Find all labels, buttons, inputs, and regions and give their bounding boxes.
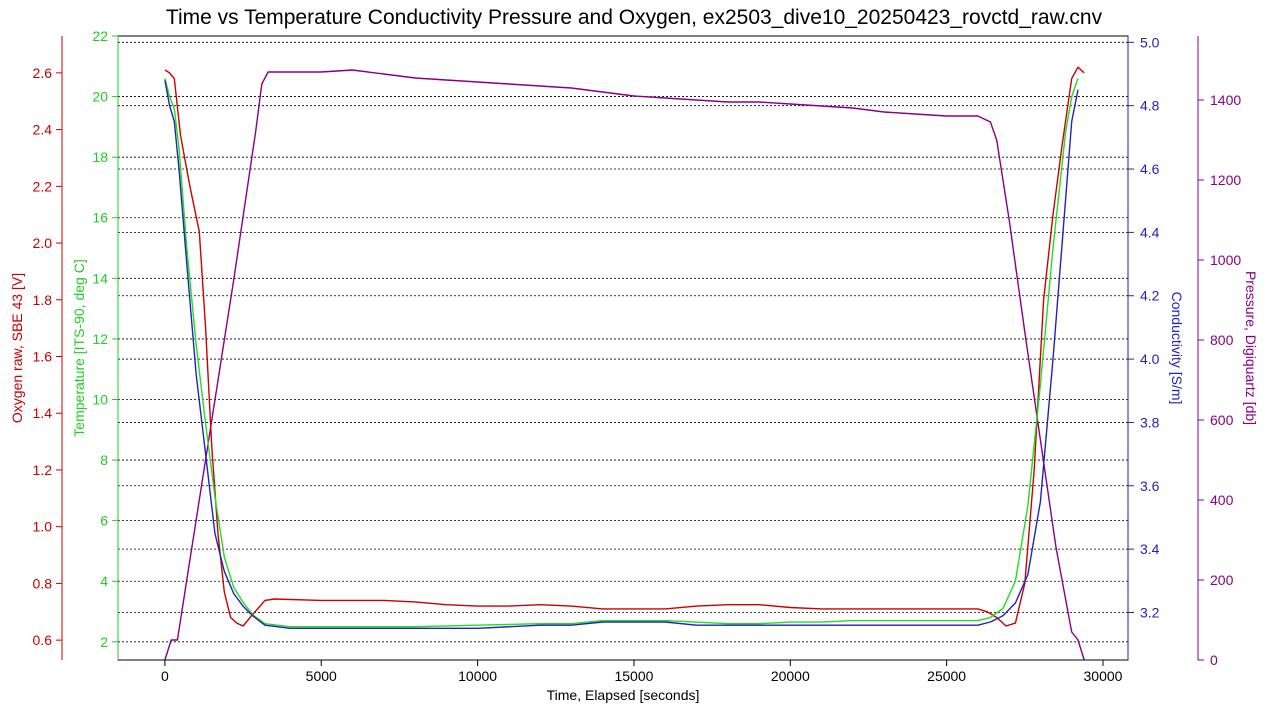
oxygen-tick-label-9: 2.4 [33, 122, 53, 138]
x-tick-label-2: 10000 [458, 668, 497, 684]
plot-frame [117, 35, 1129, 661]
conductivity-tick-label-5: 4.2 [1140, 288, 1160, 304]
pressure-tick-label-0: 0 [1210, 652, 1218, 668]
series-temperature-line [164, 78, 1079, 628]
x-axis: 0 5000 10000 15000 20000 25000 30000 [161, 660, 1123, 684]
x-tick-label-1: 5000 [306, 668, 337, 684]
oxygen-axis: 0.6 0.8 1.0 1.2 1.4 1.6 1.8 2.0 2.2 2.4 2.6 [33, 36, 63, 660]
x-axis-label: Time, Elapsed [seconds] [547, 687, 700, 703]
temperature-tick-label-8: 18 [92, 149, 108, 165]
oxygen-tick-label-7: 2.0 [33, 235, 53, 251]
conductivity-tick-label-2: 3.6 [1140, 478, 1160, 494]
oxygen-tick-label-1: 0.8 [33, 575, 53, 591]
x-tick-label-5: 25000 [927, 668, 966, 684]
chart-title: Time vs Temperature Conductivity Pressur… [166, 6, 1103, 29]
series-pressure-line [164, 69, 1085, 661]
conductivity-tick-label-4: 4.0 [1140, 351, 1160, 367]
pressure-tick-label-4: 800 [1210, 332, 1234, 348]
oxygen-tick-label-0: 0.6 [33, 632, 53, 648]
pressure-tick-label-2: 400 [1210, 492, 1234, 508]
temperature-tick-label-1: 4 [100, 573, 108, 589]
oxygen-tick-label-2: 1.0 [33, 519, 53, 535]
pressure-tick-label-5: 1000 [1210, 252, 1241, 268]
conductivity-axis: 3.2 3.4 3.6 3.8 4.0 4.2 4.4 4.6 4.8 5.0 [1127, 34, 1160, 660]
pressure-tick-label-7: 1400 [1210, 92, 1241, 108]
conductivity-tick-label-3: 3.8 [1140, 414, 1160, 430]
series-oxygen-line [164, 66, 1085, 627]
temperature-tick-label-7: 16 [92, 210, 108, 226]
conductivity-tick-label-0: 3.2 [1140, 604, 1160, 620]
pressure-axis: 0 200 400 600 800 1000 1200 1400 [1197, 36, 1241, 668]
pressure-tick-label-6: 1200 [1210, 172, 1241, 188]
x-tick-label-0: 0 [161, 668, 169, 684]
conductivity-tick-label-6: 4.4 [1140, 224, 1160, 240]
series-conductivity-line [164, 80, 1079, 629]
x-tick-label-3: 15000 [614, 668, 653, 684]
oxygen-tick-label-5: 1.6 [33, 349, 53, 365]
pressure-tick-label-1: 200 [1210, 572, 1234, 588]
oxygen-tick-label-4: 1.4 [33, 405, 53, 421]
conductivity-tick-label-9: 5.0 [1140, 34, 1160, 50]
temperature-tick-label-10: 22 [92, 28, 108, 44]
conductivity-axis-label: Conductivity [S/m] [1169, 292, 1185, 405]
conductivity-tick-label-1: 3.4 [1140, 541, 1160, 557]
series-lines [164, 66, 1085, 661]
oxygen-tick-label-3: 1.2 [33, 462, 53, 478]
oxygen-axis-label: Oxygen raw, SBE 43 [V] [9, 273, 25, 423]
x-tick-label-4: 20000 [771, 668, 810, 684]
temperature-tick-label-3: 8 [100, 452, 108, 468]
oxygen-tick-label-10: 2.6 [33, 65, 53, 81]
temperature-axis: 2 4 6 8 10 12 14 16 18 20 22 [92, 28, 119, 660]
pressure-tick-label-3: 600 [1210, 412, 1234, 428]
gridlines [118, 41, 1128, 643]
conductivity-tick-label-8: 4.8 [1140, 98, 1160, 114]
temperature-tick-label-5: 12 [92, 331, 108, 347]
temperature-tick-label-0: 2 [100, 634, 108, 650]
pressure-axis-label: Pressure, Digiquartz [db] [1243, 271, 1259, 425]
temperature-tick-label-2: 6 [100, 513, 108, 529]
oxygen-tick-label-8: 2.2 [33, 178, 53, 194]
temperature-tick-label-9: 20 [92, 89, 108, 105]
oxygen-tick-label-6: 1.8 [33, 292, 53, 308]
x-tick-label-6: 30000 [1084, 668, 1123, 684]
temperature-tick-label-4: 10 [92, 391, 108, 407]
temperature-axis-label: Temperature [ITS-90, deg C] [71, 259, 87, 436]
conductivity-tick-label-7: 4.6 [1140, 161, 1160, 177]
temperature-tick-label-6: 14 [92, 270, 108, 286]
